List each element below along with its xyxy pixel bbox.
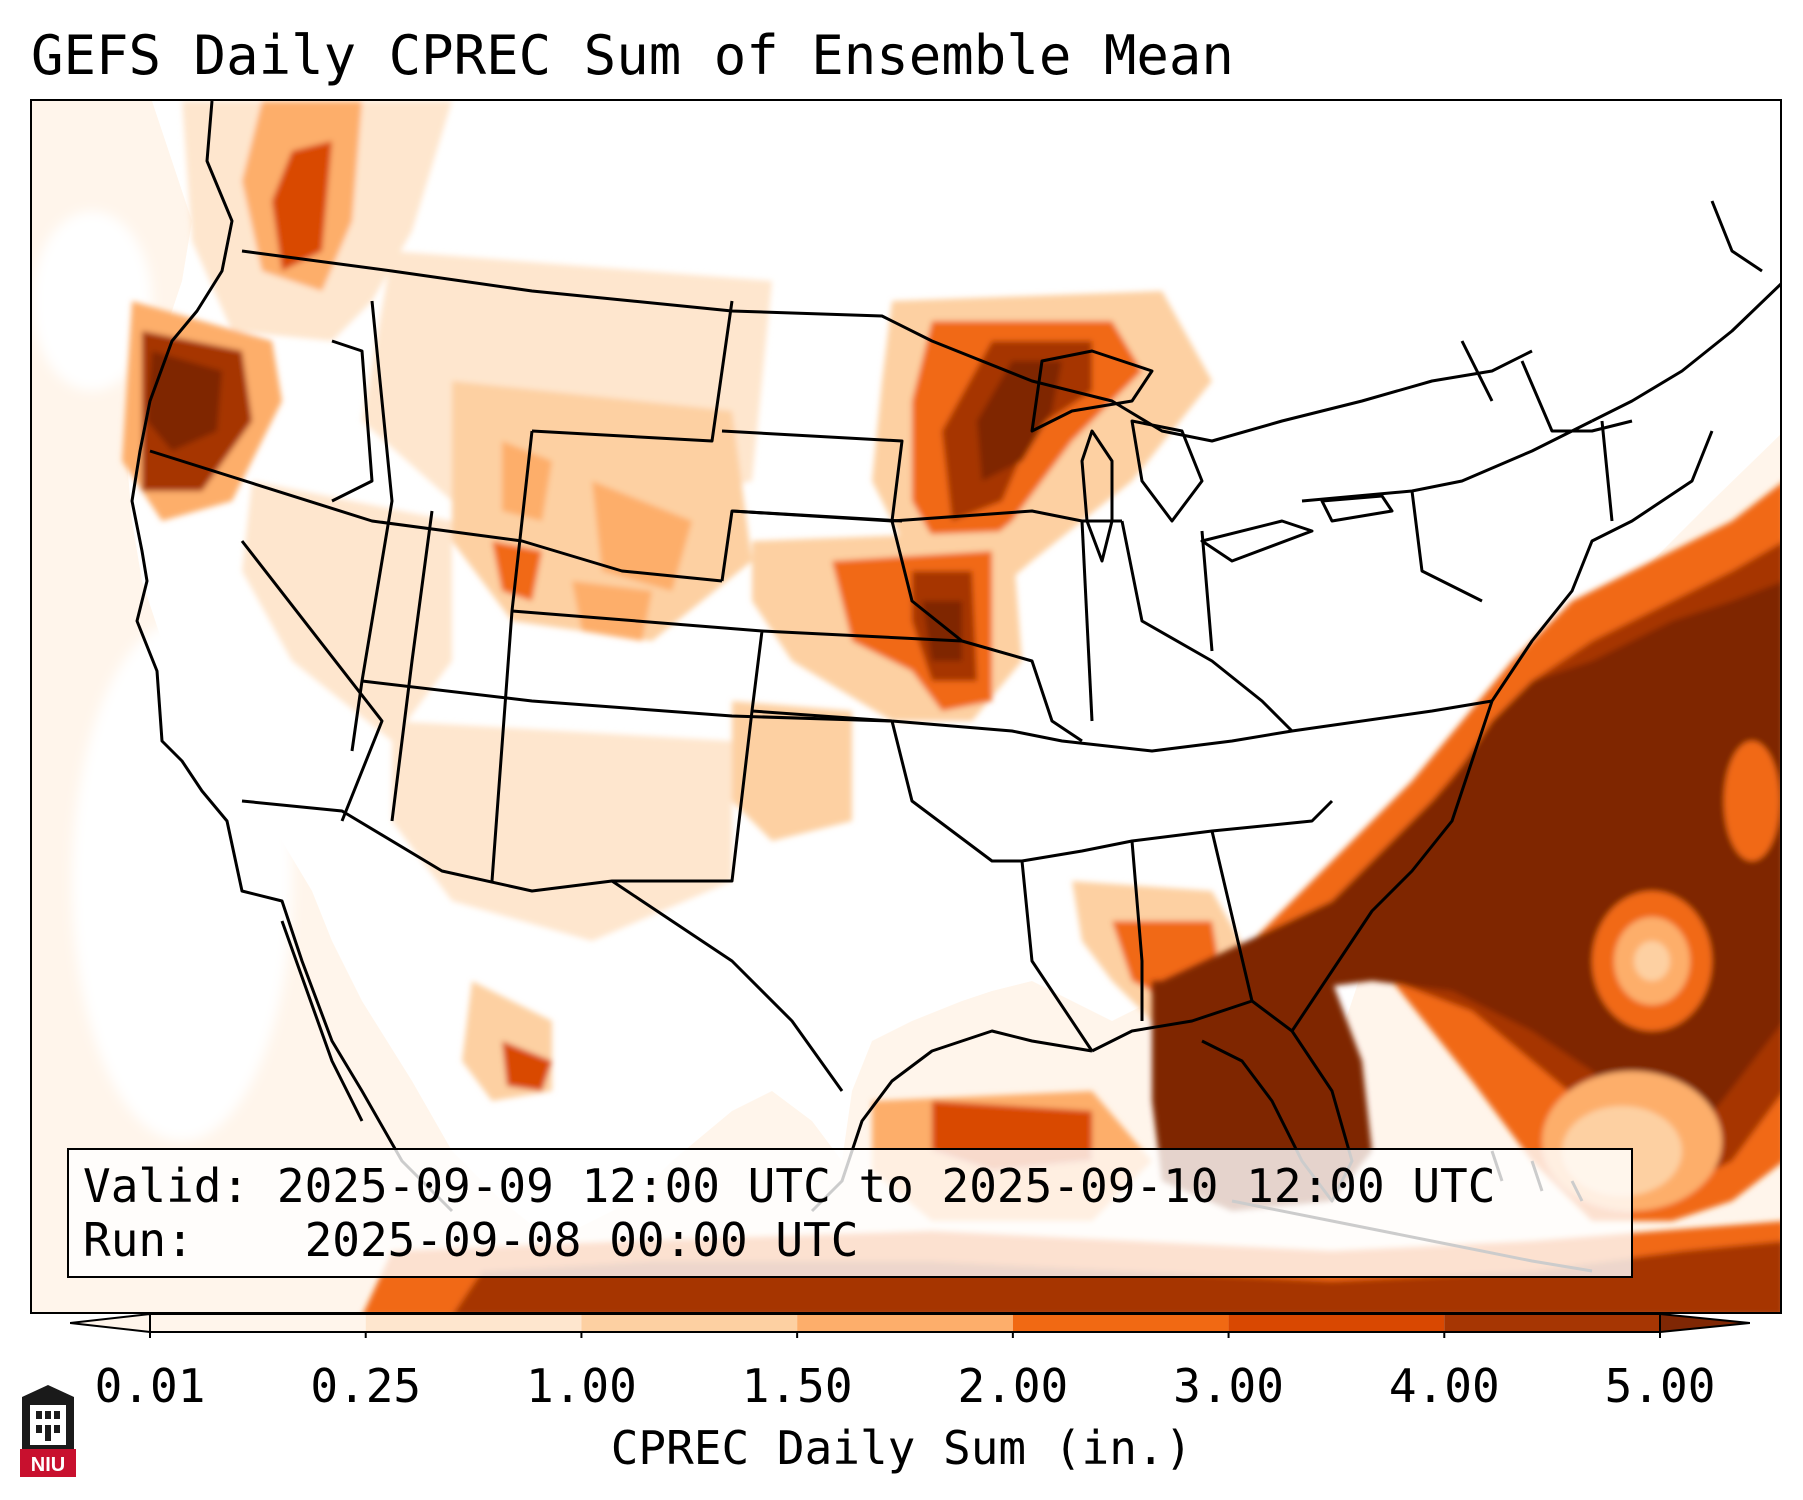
colorbar-outline	[149, 1313, 1661, 1333]
run-label: Run:	[83, 1213, 194, 1267]
colorbar-segment	[581, 1314, 798, 1332]
colorbar-tick-label: 5.00	[1604, 1359, 1716, 1413]
colorbar-tick-label: 1.50	[741, 1359, 853, 1413]
florida-outline	[1091, 999, 1354, 1203]
colorbar-graphic	[69, 1312, 1751, 1338]
colorbar-tick-label: 1.00	[526, 1359, 637, 1413]
colorbar-extend-max	[1659, 1312, 1751, 1334]
colorbar-tick-label: 0.01	[94, 1359, 206, 1413]
colorbar-tick-label: 4.00	[1388, 1359, 1500, 1413]
atlantic-heavy-rain	[1152, 484, 1780, 1221]
lake-erie	[1200, 519, 1314, 563]
lake-huron	[1130, 419, 1204, 523]
run-info-box: Valid: 2025-09-09 12:00 UTC to 2025-09-1…	[67, 1148, 1633, 1278]
colorbar-tick-label: 3.00	[1173, 1359, 1284, 1413]
colorbar-segment	[797, 1314, 1013, 1332]
colorbar-tick-label: 0.25	[310, 1359, 422, 1413]
west-coastline	[130, 101, 454, 1213]
baja-coast	[280, 920, 364, 1122]
precipitation-map	[30, 99, 1782, 1314]
colorbar-segment	[1012, 1314, 1229, 1332]
colorbar-segment	[150, 1314, 366, 1332]
colorbar-segment	[1444, 1314, 1660, 1332]
map-title: GEFS Daily CPREC Sum of Ensemble Mean	[31, 24, 1234, 87]
run-row: Run: 2025-09-08 00:00 UTC	[83, 1213, 1631, 1267]
colorbar-tick-label: 2.00	[957, 1359, 1069, 1413]
run-value: 2025-09-08 00:00 UTC	[304, 1213, 859, 1267]
lake-superior	[1030, 349, 1154, 433]
valid-label: Valid:	[83, 1159, 250, 1213]
valid-row: Valid: 2025-09-09 12:00 UTC to 2025-09-1…	[83, 1159, 1631, 1213]
canada-us-border	[241, 249, 1533, 443]
colorbar	[69, 1308, 1751, 1342]
lake-michigan	[1080, 429, 1114, 563]
niu-logo: NIU	[18, 1383, 78, 1479]
colorbar-extend-min	[69, 1312, 151, 1334]
east-coastline	[1290, 430, 1714, 1032]
svg-text:NIU: NIU	[31, 1454, 65, 1476]
canada-east-coast	[1591, 200, 1780, 423]
colorbar-segment	[365, 1314, 582, 1332]
valid-value: 2025-09-09 12:00 UTC to 2025-09-10 12:00…	[276, 1159, 1496, 1213]
geo-boundaries	[130, 101, 1780, 1273]
colorbar-segment	[1228, 1314, 1445, 1332]
lake-ontario	[1320, 494, 1394, 523]
colorbar-label: CPREC Daily Sum (in.)	[610, 1421, 1193, 1475]
